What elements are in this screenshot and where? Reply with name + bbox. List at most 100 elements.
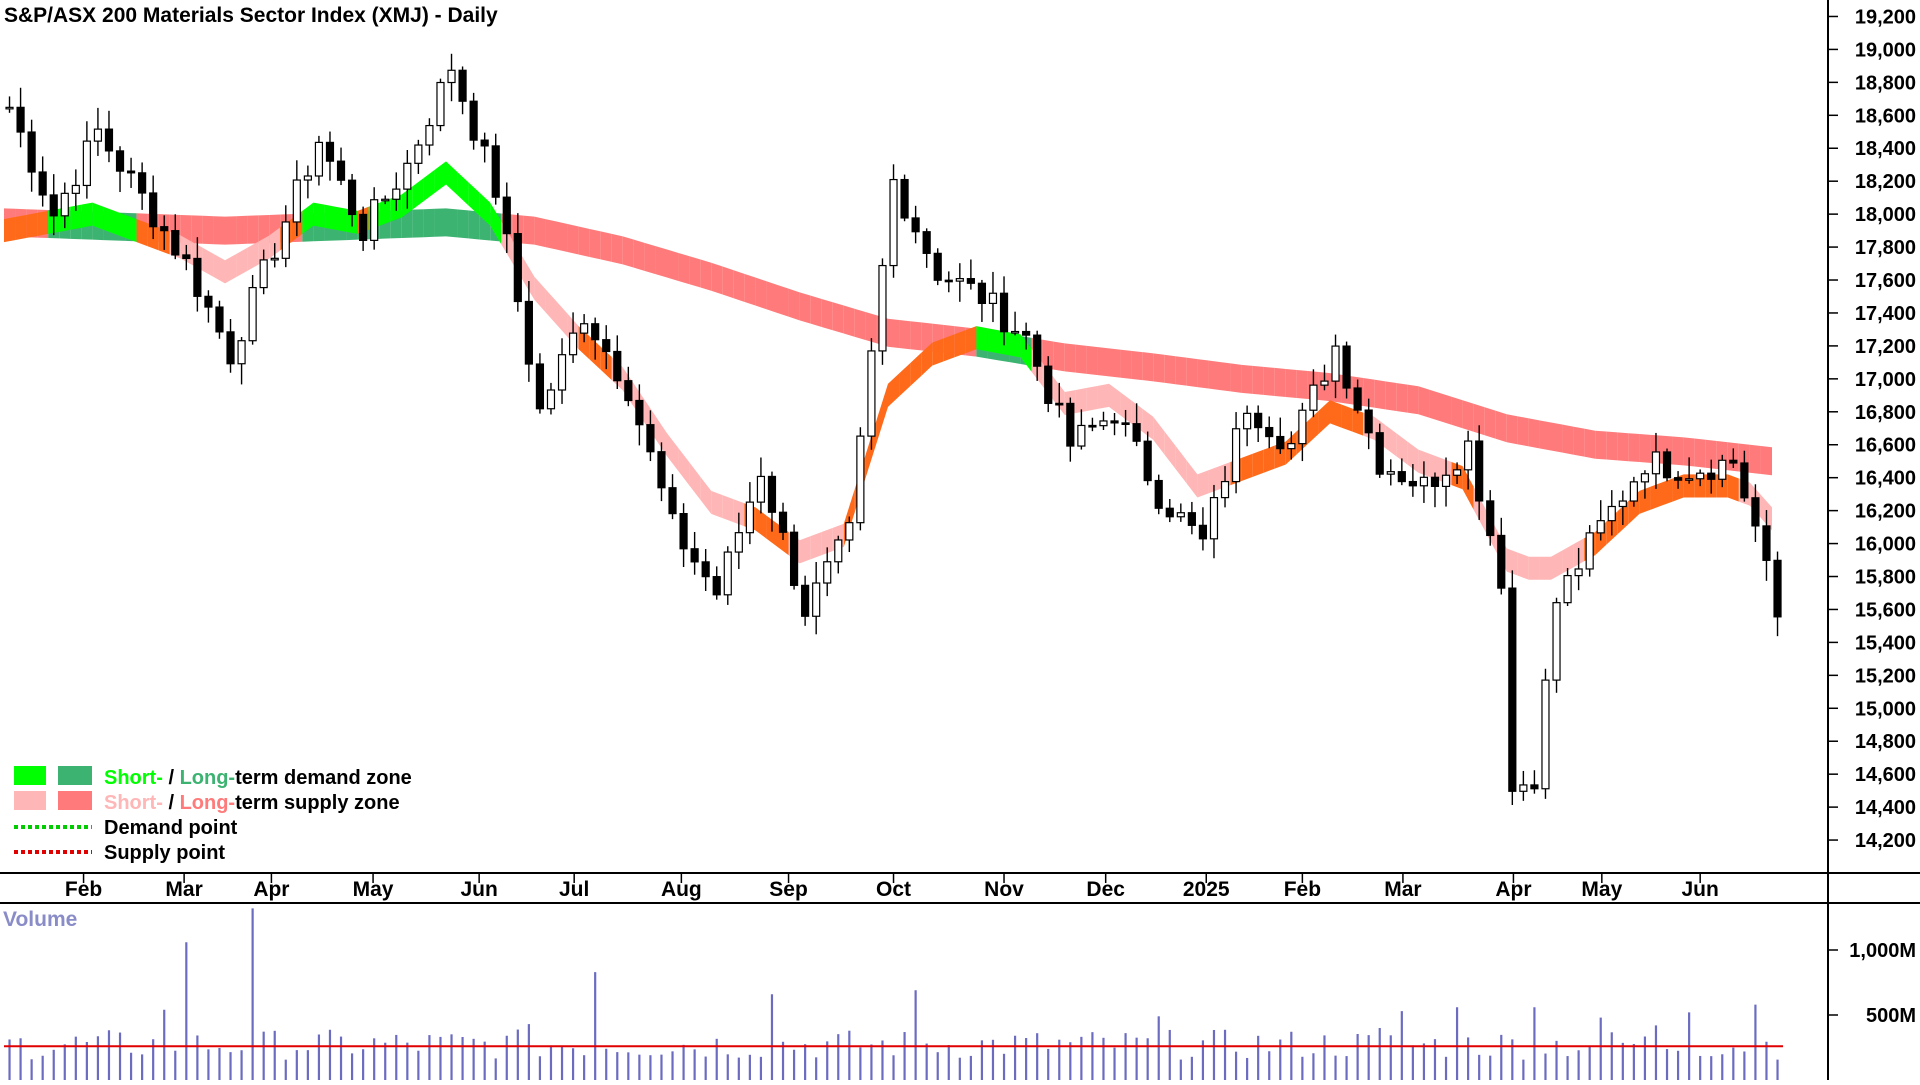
candle-up	[1441, 474, 1451, 487]
price-tick-label: 15,000	[1855, 698, 1916, 720]
short-term-zone-segment	[434, 161, 446, 193]
long-term-zone-segment	[1219, 361, 1231, 392]
candle-down	[49, 194, 58, 217]
candle-down	[966, 278, 975, 284]
candle-down	[149, 192, 158, 228]
candle-up	[867, 350, 876, 437]
price-tick-label: 17,000	[1855, 369, 1916, 391]
long-term-zone-segment	[457, 209, 469, 239]
short-term-zone-segment	[202, 247, 214, 278]
short-term-zone-segment	[1009, 332, 1021, 358]
short-term-zone-segment	[26, 212, 38, 239]
long-term-zone-segment	[1584, 428, 1596, 459]
candle-down	[701, 561, 710, 578]
candle-up	[292, 179, 301, 223]
candle-down	[1165, 507, 1174, 518]
candle-up	[1099, 420, 1108, 427]
short-term-zone-segment	[1241, 453, 1253, 481]
long-term-zone-segment	[589, 228, 601, 260]
month-label: 2025	[1183, 878, 1230, 901]
short-term-zone-segment	[225, 254, 237, 284]
candle-up	[259, 259, 268, 289]
price-tick-label: 18,800	[1855, 72, 1916, 94]
short-term-zone-segment	[556, 301, 568, 337]
month-label: Nov	[984, 878, 1024, 901]
candle-up	[955, 278, 964, 282]
candle-up	[1629, 481, 1638, 502]
short-term-zone-segment	[103, 206, 115, 234]
long-term-zone-segment	[722, 266, 734, 299]
short-term-zone-segment	[910, 352, 922, 387]
long-term-zone-segment	[921, 322, 933, 352]
short-term-zone-segment	[1197, 470, 1209, 498]
candle-up	[392, 188, 401, 200]
long-term-zone-segment	[1539, 420, 1551, 451]
candle-down	[767, 475, 777, 513]
candle-up	[1077, 424, 1086, 447]
short-term-zone-segment	[1407, 441, 1419, 473]
short-term-zone-segment	[1385, 424, 1397, 457]
candle-up	[1452, 469, 1462, 476]
candle-up	[1464, 440, 1473, 471]
candle-down	[502, 196, 511, 235]
candle-down	[922, 231, 931, 254]
legend-swatch-demand-long	[58, 766, 92, 785]
short-term-zone-segment	[1727, 474, 1739, 502]
price-tick-label: 15,400	[1855, 632, 1916, 654]
candle-up	[568, 332, 578, 356]
short-term-zone-segment	[1330, 400, 1342, 428]
legend-supply-zone: Short- / Long-term supply zone	[104, 792, 400, 814]
short-term-zone-segment	[1506, 548, 1518, 576]
long-term-zone-segment	[1573, 426, 1585, 457]
candle-down	[999, 292, 1009, 333]
candle-down	[801, 584, 810, 617]
long-term-zone-segment	[611, 233, 623, 265]
long-term-zone-segment	[799, 292, 811, 324]
short-term-zone-segment	[1318, 400, 1330, 434]
candle-down	[977, 282, 987, 305]
price-tick-label: 18,400	[1855, 138, 1916, 160]
candle-up	[834, 539, 843, 563]
short-term-zone-segment	[446, 161, 458, 195]
candle-down	[524, 300, 533, 365]
short-term-zone-segment	[247, 241, 259, 271]
short-term-zone-segment	[932, 338, 944, 366]
candle-up	[756, 475, 766, 503]
short-term-zone-segment	[954, 330, 966, 358]
candle-up	[447, 69, 456, 84]
long-term-zone-segment	[1075, 344, 1087, 374]
long-term-zone-segment	[1628, 433, 1640, 463]
long-term-zone-segment	[1749, 444, 1761, 474]
long-term-zone-segment	[1418, 386, 1430, 418]
candle-down	[668, 487, 677, 515]
short-term-zone-segment	[965, 326, 977, 354]
short-term-zone-segment	[269, 227, 281, 259]
long-term-zone-segment	[633, 239, 645, 271]
long-term-zone-segment	[1694, 438, 1706, 468]
short-term-zone-segment	[1539, 556, 1551, 580]
candle-down	[1022, 330, 1031, 336]
long-term-zone-segment	[755, 277, 767, 310]
short-term-zone-segment	[1186, 459, 1198, 498]
long-term-zone-segment	[888, 318, 900, 348]
long-term-zone-segment	[1705, 439, 1717, 470]
candle-up	[812, 582, 821, 617]
candle-down	[1066, 402, 1075, 447]
long-term-zone-segment	[600, 231, 612, 262]
candle-up	[381, 198, 390, 202]
long-term-zone-segment	[434, 208, 446, 237]
long-term-zone-segment	[1374, 379, 1386, 410]
long-term-zone-segment	[1153, 353, 1165, 383]
short-term-zone-segment	[1252, 449, 1264, 477]
candle-down	[1673, 477, 1683, 481]
candle-down	[115, 150, 125, 172]
candle-up	[823, 561, 832, 584]
candle-down	[160, 226, 169, 232]
long-term-zone-segment	[1407, 384, 1419, 415]
candle-down	[491, 145, 500, 198]
short-term-zone-segment	[1086, 385, 1098, 411]
long-term-zone-segment	[678, 252, 690, 285]
long-term-zone-segment	[534, 216, 546, 248]
candle-down	[1088, 424, 1097, 428]
